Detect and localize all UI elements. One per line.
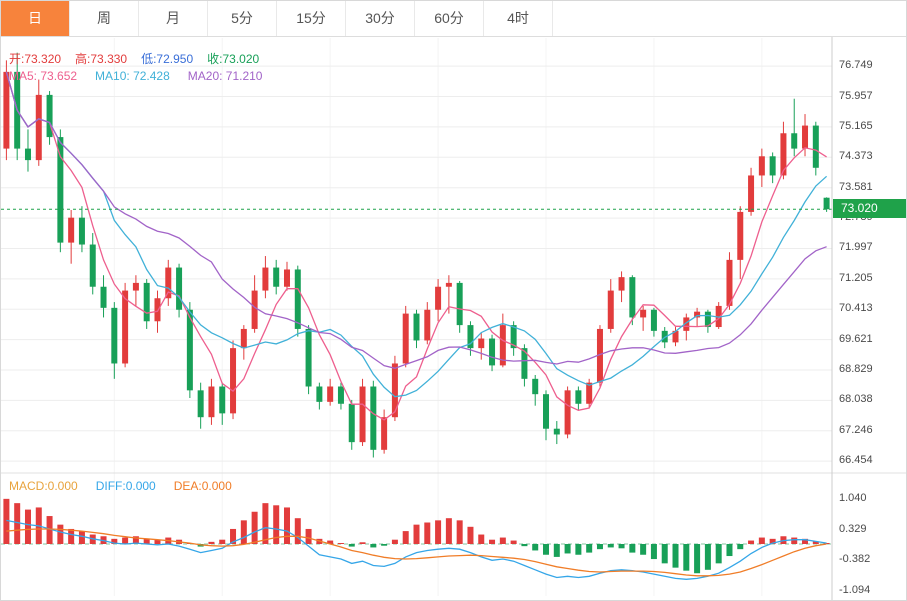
ma5-value: MA5: 73.652 xyxy=(9,69,78,83)
price-axis-label: 68.038 xyxy=(839,393,873,406)
tab-4时[interactable]: 4时 xyxy=(484,1,553,36)
price-axis-label: 75.957 xyxy=(839,89,873,102)
price-axis-label: 71.205 xyxy=(839,271,873,284)
macd-axis-label: -1.094 xyxy=(839,584,871,597)
macd-axis-label: -0.382 xyxy=(839,553,871,566)
price-axis-label: 68.829 xyxy=(839,363,873,376)
tab-周[interactable]: 周 xyxy=(70,1,139,36)
price-axis-label: 74.373 xyxy=(839,150,873,163)
macd-axis-label: 0.329 xyxy=(839,522,867,535)
tab-5分[interactable]: 5分 xyxy=(208,1,277,36)
price-axis-label: 70.413 xyxy=(839,302,873,315)
open-value: 开:73.320 xyxy=(9,52,62,66)
price-axis-label: 75.165 xyxy=(839,119,873,132)
ma10-value: MA10: 72.428 xyxy=(95,69,170,83)
dea-value: DEA:0.000 xyxy=(173,479,232,493)
ma-readout: MA5: 73.652 MA10: 72.428 MA20: 71.210 xyxy=(9,69,280,83)
last-price-tag: 73.020 xyxy=(833,199,906,219)
price-axis-label: 71.997 xyxy=(839,241,873,254)
tab-30分[interactable]: 30分 xyxy=(346,1,415,36)
timeframe-tabbar: 日周月 5分 15分 30分 60分 4时 xyxy=(1,1,906,37)
price-axis-label: 66.454 xyxy=(839,454,873,467)
macd-readout: MACD:0.000 DIFF:0.000 DEA:0.000 xyxy=(9,479,250,493)
high-value: 高:73.330 xyxy=(75,52,128,66)
diff-value: DIFF:0.000 xyxy=(95,479,156,493)
macd-value: MACD:0.000 xyxy=(9,479,78,493)
price-axis-label: 73.581 xyxy=(839,180,873,193)
ohlc-readout: 开:73.320 高:73.330 低:72.950 收:73.020 xyxy=(9,50,273,67)
ma20-value: MA20: 71.210 xyxy=(187,69,263,83)
tab-月[interactable]: 月 xyxy=(139,1,208,36)
price-axis-label: 69.621 xyxy=(839,332,873,345)
tab-60分[interactable]: 60分 xyxy=(415,1,484,36)
tab-15分[interactable]: 15分 xyxy=(277,1,346,36)
price-axis-label: 67.246 xyxy=(839,423,873,436)
price-axis-label: 76.749 xyxy=(839,59,873,72)
low-value: 低:72.950 xyxy=(141,52,194,66)
macd-axis-label: 1.040 xyxy=(839,492,867,505)
tab-日[interactable]: 日 xyxy=(1,1,70,36)
close-value: 收:73.020 xyxy=(207,52,260,66)
